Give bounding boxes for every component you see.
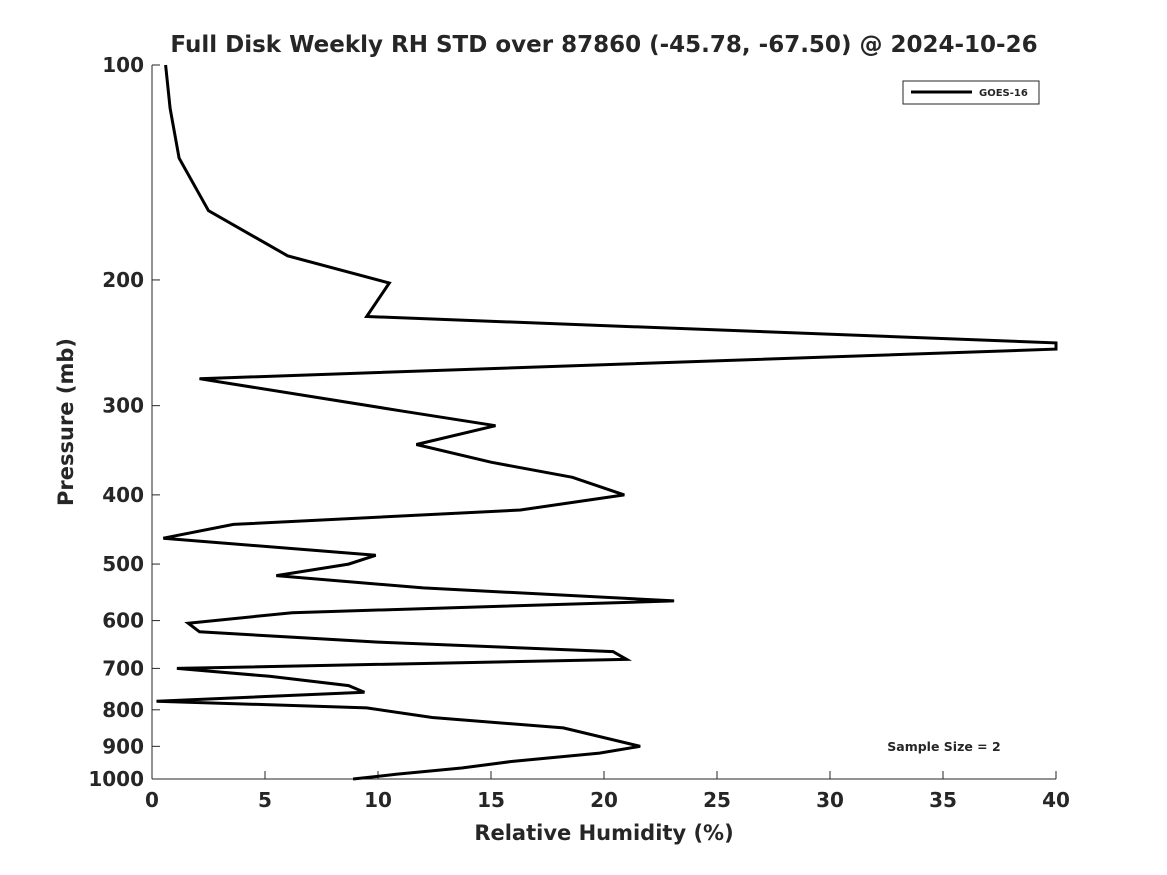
x-ticks: 0 5 10 15 20 25 30 35 40 — [145, 771, 1070, 812]
y-tick-label: 800 — [102, 698, 144, 722]
y-tick-label: 400 — [102, 483, 144, 507]
y-tick-label: 900 — [102, 734, 144, 758]
x-tick-label: 25 — [703, 788, 731, 812]
y-tick-label: 300 — [102, 394, 144, 418]
x-tick-label: 20 — [590, 788, 618, 812]
x-tick-label: 0 — [145, 788, 159, 812]
x-tick-label: 5 — [258, 788, 272, 812]
chart-title: Full Disk Weekly RH STD over 87860 (-45.… — [170, 32, 1037, 58]
x-tick-label: 35 — [929, 788, 957, 812]
x-tick-label: 15 — [477, 788, 505, 812]
legend-label-goes-16: GOES-16 — [979, 88, 1028, 99]
x-axis-label: Relative Humidity (%) — [474, 821, 733, 845]
y-tick-label: 100 — [102, 53, 144, 77]
series-line-goes-16 — [156, 64, 1058, 781]
x-tick-label: 40 — [1042, 788, 1070, 812]
legend: GOES-16 — [902, 80, 1040, 105]
y-tick-label: 1000 — [88, 767, 144, 791]
y-tick-label: 500 — [102, 552, 144, 576]
data-points — [156, 64, 1057, 780]
y-tick-label: 600 — [102, 609, 144, 633]
y-ticks: 100 200 300 400 500 600 700 800 900 1000 — [88, 53, 160, 791]
y-tick-label: 200 — [102, 268, 144, 292]
y-axis-label: Pressure (mb) — [54, 338, 78, 506]
sample-size-annotation: Sample Size = 2 — [887, 739, 1000, 754]
x-tick-label: 30 — [816, 788, 844, 812]
y-tick-label: 700 — [102, 656, 144, 680]
x-tick-label: 10 — [364, 788, 392, 812]
